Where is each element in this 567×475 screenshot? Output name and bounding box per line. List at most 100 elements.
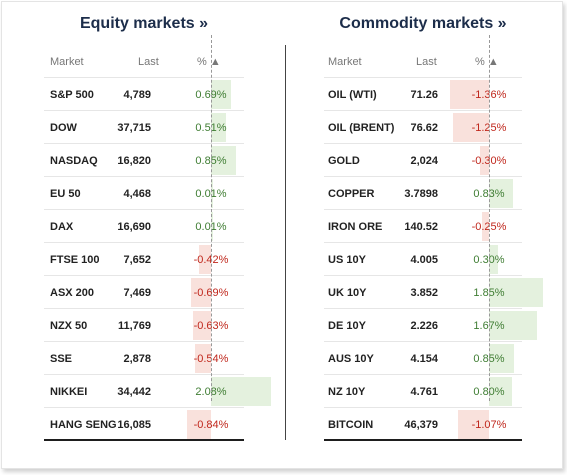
change-bar: [211, 377, 272, 406]
market-name[interactable]: GOLD: [328, 155, 360, 167]
commodity-row[interactable]: GOLD 2,024 -0.30%: [324, 144, 522, 177]
market-name[interactable]: EU 50: [50, 188, 81, 200]
change-bar: [489, 179, 514, 208]
market-name[interactable]: SSE: [50, 353, 73, 365]
equity-row[interactable]: NASDAQ 16,820 0.85%: [44, 144, 244, 177]
equity-header-row: Market Last % ▲: [44, 45, 244, 78]
last-price: 4,468: [123, 188, 151, 200]
commodity-row[interactable]: BITCOIN 46,379 -1.07%: [324, 408, 522, 441]
equity-row[interactable]: NZX 50 11,769 -0.63%: [44, 309, 244, 342]
percent-change: -0.84%: [193, 419, 229, 431]
change-bar: [195, 344, 211, 373]
change-bar: [211, 80, 231, 109]
percent-change: 0.85%: [473, 353, 505, 365]
last-price: 3.852: [410, 287, 438, 299]
market-name[interactable]: COPPER: [328, 188, 375, 200]
last-price: 16,085: [117, 419, 151, 431]
equity-row[interactable]: DOW 37,715 0.51%: [44, 111, 244, 144]
percent-change: -0.54%: [193, 353, 229, 365]
commodity-row[interactable]: OIL (WTI) 71.26 -1.36%: [324, 78, 522, 111]
commodity-markets-title-link[interactable]: Commodity markets »: [339, 15, 507, 32]
percent-change: -0.42%: [193, 254, 229, 266]
change-bar: [190, 278, 211, 307]
market-name[interactable]: DAX: [50, 221, 74, 233]
last-price: 4.005: [410, 254, 438, 266]
change-bar: [489, 278, 543, 307]
last-price: 16,690: [117, 221, 151, 233]
last-price: 11,769: [117, 320, 151, 332]
percent-change: 2.08%: [195, 386, 227, 398]
commodity-header-row: Market Last % ▲: [324, 45, 522, 78]
market-name[interactable]: DOW: [50, 122, 77, 134]
change-bar: [449, 80, 489, 109]
last-price: 76.62: [410, 122, 438, 134]
change-bar: [186, 410, 211, 439]
equity-header-market: Market: [50, 56, 84, 68]
last-price: 3.7898: [404, 188, 438, 200]
market-name[interactable]: UK 10Y: [328, 287, 367, 299]
last-price: 46,379: [404, 419, 438, 431]
market-name[interactable]: NIKKEI: [50, 386, 88, 398]
market-name[interactable]: OIL (BRENT): [328, 122, 395, 134]
market-name[interactable]: IRON ORE: [328, 221, 383, 233]
equity-row[interactable]: NIKKEI 34,442 2.08%: [44, 375, 272, 408]
market-name[interactable]: S&P 500: [50, 89, 94, 101]
zero-baseline: [489, 35, 490, 401]
commodity-header-market: Market: [328, 56, 362, 68]
equity-header-pct-sort[interactable]: % ▲: [197, 56, 221, 68]
equity-row[interactable]: S&P 500 4,789 0.69%: [44, 78, 244, 111]
last-price: 2.226: [410, 320, 438, 332]
market-name[interactable]: ASX 200: [50, 287, 95, 299]
market-name[interactable]: NASDAQ: [50, 155, 98, 167]
equity-row[interactable]: HANG SENG 16,085 -0.84%: [44, 408, 244, 441]
commodity-row[interactable]: COPPER 3.7898 0.83%: [324, 177, 522, 210]
equity-row[interactable]: FTSE 100 7,652 -0.42%: [44, 243, 244, 276]
percent-change: 0.80%: [473, 386, 505, 398]
percent-change: 1.67%: [473, 320, 505, 332]
market-name[interactable]: OIL (WTI): [328, 89, 377, 101]
equity-row[interactable]: SSE 2,878 -0.54%: [44, 342, 244, 375]
change-bar: [489, 311, 538, 340]
percent-change: 0.83%: [473, 188, 505, 200]
commodity-row[interactable]: US 10Y 4.005 0.30%: [324, 243, 522, 276]
last-price: 2,024: [410, 155, 438, 167]
change-bar: [452, 113, 489, 142]
change-bar: [489, 377, 513, 406]
equity-row[interactable]: DAX 16,690 0.01%: [44, 210, 244, 243]
change-bar: [481, 212, 489, 241]
equity-header-last: Last: [138, 56, 159, 68]
last-price: 4.761: [410, 386, 438, 398]
panel-divider: [285, 45, 286, 440]
change-bar: [489, 245, 498, 274]
equity-row[interactable]: ASX 200 7,469 -0.69%: [44, 276, 244, 309]
change-bar: [211, 179, 213, 208]
change-bar: [480, 146, 489, 175]
market-name[interactable]: AUS 10Y: [328, 353, 374, 365]
market-name[interactable]: NZX 50: [50, 320, 88, 332]
commodity-row[interactable]: AUS 10Y 4.154 0.85%: [324, 342, 522, 375]
change-bar: [198, 245, 211, 274]
markets-card: Equity markets » Market Last % ▲ S&P 500…: [1, 1, 563, 469]
market-name[interactable]: BITCOIN: [328, 419, 374, 431]
percent-change: 0.69%: [195, 89, 227, 101]
equity-row[interactable]: EU 50 4,468 0.01%: [44, 177, 244, 210]
change-bar: [211, 113, 226, 142]
last-price: 7,469: [123, 287, 151, 299]
commodity-header-pct-sort[interactable]: % ▲: [475, 56, 499, 68]
commodity-row[interactable]: NZ 10Y 4.761 0.80%: [324, 375, 522, 408]
market-name[interactable]: US 10Y: [328, 254, 366, 266]
commodity-row[interactable]: DE 10Y 2.226 1.67%: [324, 309, 538, 342]
market-name[interactable]: FTSE 100: [50, 254, 100, 266]
commodity-row[interactable]: UK 10Y 3.852 1.85%: [324, 276, 543, 309]
market-name[interactable]: DE 10Y: [328, 320, 366, 332]
market-name[interactable]: NZ 10Y: [328, 386, 366, 398]
change-bar: [192, 311, 211, 340]
equity-markets-title-link[interactable]: Equity markets »: [79, 15, 209, 32]
commodity-row[interactable]: IRON ORE 140.52 -0.25%: [324, 210, 522, 243]
commodity-row[interactable]: OIL (BRENT) 76.62 -1.25%: [324, 111, 522, 144]
last-price: 16,820: [117, 155, 151, 167]
percent-change: 0.51%: [195, 122, 227, 134]
market-name[interactable]: HANG SENG: [50, 419, 117, 431]
percent-change: -1.36%: [471, 89, 507, 101]
percent-change: 1.85%: [473, 287, 505, 299]
